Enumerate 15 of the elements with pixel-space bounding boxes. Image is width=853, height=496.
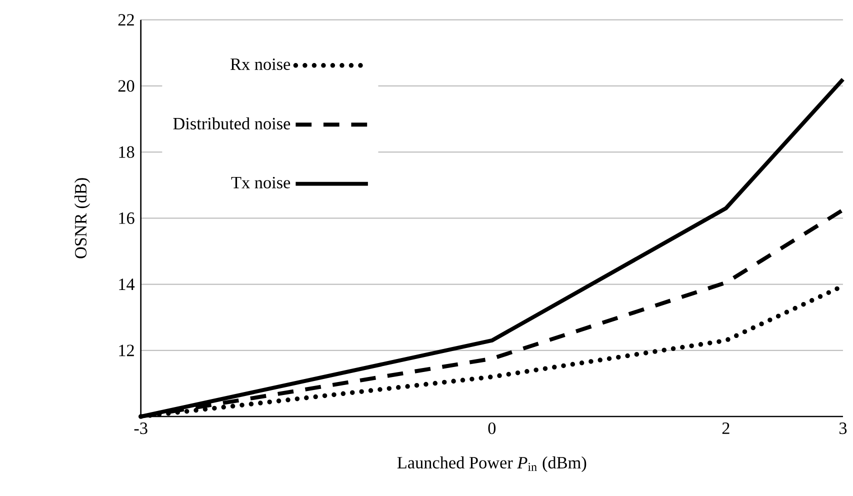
x-tick-label: 2 bbox=[722, 422, 730, 434]
y-tick-label: 12 bbox=[119, 344, 134, 356]
y-tick-label: 18 bbox=[119, 146, 134, 158]
y-tick-label: 14 bbox=[119, 278, 135, 290]
x-tick-label: 3 bbox=[840, 422, 847, 434]
x-axis-title: Launched Power P$_{in}$ (dBm) bbox=[397, 456, 586, 472]
legend-label: Distributed noise bbox=[173, 117, 290, 130]
x-tick-label: -3 bbox=[134, 422, 148, 434]
legend-label: Rx noise bbox=[230, 58, 290, 70]
y-tick-label: 22 bbox=[118, 14, 134, 26]
x-tick-label: 0 bbox=[488, 422, 496, 434]
legend-label: Tx noise bbox=[231, 176, 290, 188]
y-axis-title: OSNR (dB) bbox=[74, 178, 90, 258]
y-tick-label: 20 bbox=[118, 80, 134, 92]
y-tick-label: 16 bbox=[119, 212, 134, 224]
